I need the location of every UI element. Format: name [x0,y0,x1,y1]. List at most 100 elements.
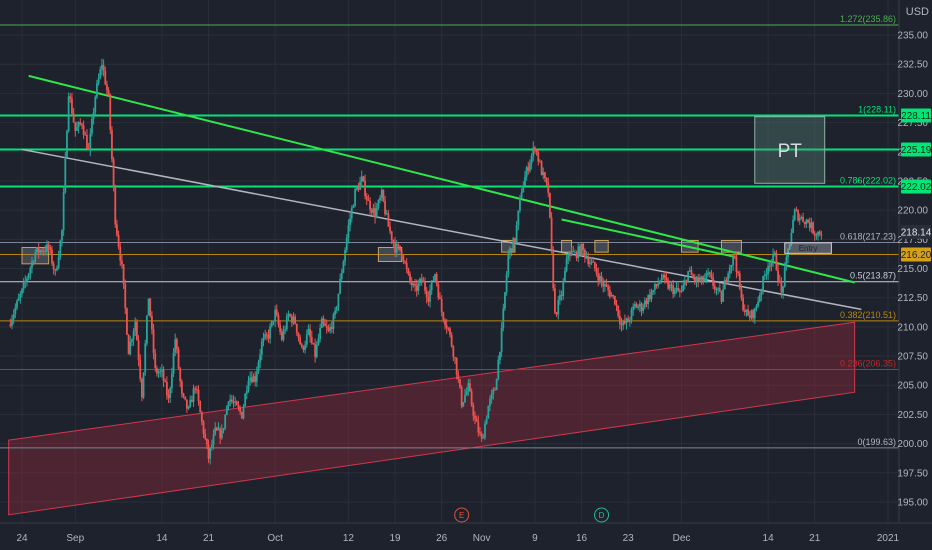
candle-body-306 [519,197,521,211]
candle-body-299 [507,253,510,275]
candle-body-208 [355,187,358,190]
candle-body-215 [367,199,370,201]
candle-body-403 [680,291,683,293]
candle-body-427 [720,291,723,302]
candle-body-95 [167,395,170,398]
candle-body-11 [27,273,30,279]
candle-body-31 [61,230,63,241]
candle-body-53 [97,78,100,84]
candle-body-349 [590,261,593,263]
candle-body-283 [480,433,483,439]
x-tick-label-8: Nov [473,533,491,544]
time-axis[interactable]: 24 Sep 14 21 Oct 12 19 26 Nov 9 16 23 Dec 14 21 2021 [16,533,899,544]
y-tick-label-2: 200.00 [897,439,928,450]
candle-body-274 [465,391,468,396]
candle-body-174 [299,337,302,345]
candle-body-316 [535,150,538,152]
candle-body-271 [460,387,463,407]
candles [9,58,823,465]
candle-body-256 [435,274,438,285]
fib-label-1: 1(228.11) [858,104,896,114]
candle-body-136 [235,401,238,406]
entry-label: Entry [799,244,818,253]
candle-body-160 [275,309,278,316]
candle-body-110 [192,388,195,403]
y-tick-label-4: 205.00 [897,381,928,392]
ascending-channel [8,321,856,516]
candle-body-340 [575,252,578,259]
candle-body-353 [597,273,600,281]
candle-body-97 [170,373,173,389]
candle-body-65 [117,234,120,247]
candle-body-68 [122,264,125,285]
candle-body-446 [752,310,755,319]
candle-body-9 [24,281,27,283]
candle-body-232 [395,244,398,253]
candle-body-48 [89,133,92,150]
candle-body-367 [620,323,623,326]
candle-body-10 [26,278,28,282]
price-badge-bg-3 [901,224,931,239]
candle-body-237 [404,261,406,263]
candle-body-278 [472,405,475,416]
candle-body-54 [99,68,102,79]
candle-body-277 [470,391,473,406]
candle-body-57 [104,70,107,85]
candle-body-46 [86,134,88,149]
candle-body-29 [57,257,60,268]
candle-body-319 [540,161,543,176]
candle-body-6 [19,294,22,298]
candle-body-224 [382,189,385,202]
fib-label-2: 0.786(222.02) [840,176,896,186]
candle-body-414 [698,279,701,282]
x-tick-label-3: 21 [203,533,215,544]
candle-body-453 [763,274,766,277]
candle-body-172 [295,323,298,333]
candle-body-479 [807,219,809,223]
candle-body-210 [359,181,361,190]
candle-body-204 [349,218,351,226]
candle-body-243 [414,283,416,286]
candle-body-433 [730,264,733,268]
candle-body-4 [16,300,18,308]
candle-body-37 [71,98,73,114]
candle-body-469 [790,232,793,245]
candle-body-154 [265,334,268,336]
candle-body-338 [572,251,575,253]
candle-body-84 [149,298,152,317]
candle-body-81 [144,343,147,373]
candle-body-373 [630,309,633,321]
candle-body-200 [342,261,345,273]
candle-body-70 [126,308,128,335]
candle-body-226 [385,213,388,215]
candle-body-247 [420,278,423,281]
candle-body-311 [527,167,530,171]
candle-body-146 [252,376,255,383]
candle-body-286 [485,418,488,424]
candle-body-386 [652,290,655,293]
candle-body-248 [422,280,425,283]
candle-body-345 [584,249,586,258]
x-tick-label-14: 21 [809,533,821,544]
candle-body-460 [775,252,778,271]
candle-body-144 [249,377,252,381]
candle-body-267 [454,357,456,359]
candle-body-406 [685,280,688,283]
candle-body-481 [810,222,813,229]
candle-body-228 [389,226,391,232]
candle-body-263 [447,328,450,330]
candle-body-253 [430,280,433,291]
candle-body-25 [51,249,53,264]
candle-body-451 [760,290,763,295]
candle-body-396 [668,284,671,289]
candle-body-196 [335,307,338,311]
candle-body-193 [330,326,333,329]
price-axis-panel [899,0,932,550]
candle-body-209 [357,187,360,190]
candle-body-291 [494,389,496,391]
x-tick-label-7: 26 [436,533,448,544]
candle-body-272 [462,402,465,407]
trendline-0 [28,74,855,284]
